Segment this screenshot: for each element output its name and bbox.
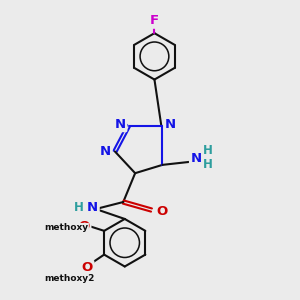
Text: N: N: [100, 145, 111, 158]
Text: H: H: [202, 158, 212, 171]
Text: N: N: [87, 202, 98, 214]
Text: O: O: [79, 220, 90, 233]
Text: methoxy2: methoxy2: [44, 274, 94, 283]
Text: methoxy: methoxy: [44, 224, 88, 232]
Text: H: H: [74, 202, 84, 214]
Text: N: N: [165, 118, 176, 130]
Text: F: F: [150, 14, 159, 27]
Text: H: H: [202, 144, 212, 157]
Text: O: O: [82, 262, 93, 275]
Text: N: N: [115, 118, 126, 130]
Text: N: N: [190, 152, 202, 165]
Text: O: O: [156, 205, 167, 218]
